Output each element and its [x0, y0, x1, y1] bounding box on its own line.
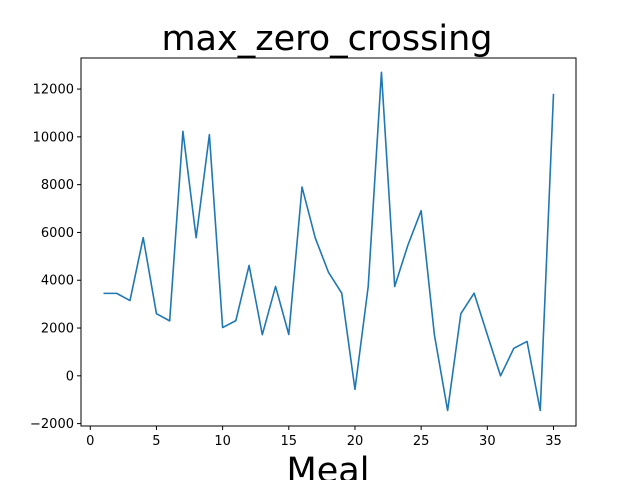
plot-frame [80, 57, 577, 427]
y-tick-label: −2000 [30, 417, 74, 432]
x-tick-label: 20 [347, 434, 364, 449]
x-tick-label: 10 [214, 434, 231, 449]
series-line [103, 71, 555, 412]
y-axis: −2000 0 2000 4000 6000 8000 10000 12000 [30, 83, 81, 432]
y-tick-label: 0 [66, 369, 74, 384]
y-tick-label: 6000 [41, 226, 74, 241]
x-tick-label: 30 [479, 434, 496, 449]
y-tick-label: 2000 [41, 322, 74, 337]
x-axis: 0 5 10 15 20 25 30 35 [86, 426, 562, 449]
x-tick-label: 5 [152, 434, 160, 449]
x-tick-label: 35 [545, 434, 562, 449]
x-tick-label: 0 [86, 434, 94, 449]
y-tick-label: 4000 [41, 274, 74, 289]
x-axis-label: Meal [287, 451, 370, 480]
y-tick-label: 8000 [41, 178, 74, 193]
y-tick-label: 12000 [33, 83, 74, 98]
series-layer [103, 71, 555, 412]
y-tick-label: 10000 [33, 130, 74, 145]
x-tick-label: 25 [413, 434, 430, 449]
chart-title: max_zero_crossing [161, 19, 492, 59]
x-tick-label: 15 [281, 434, 298, 449]
